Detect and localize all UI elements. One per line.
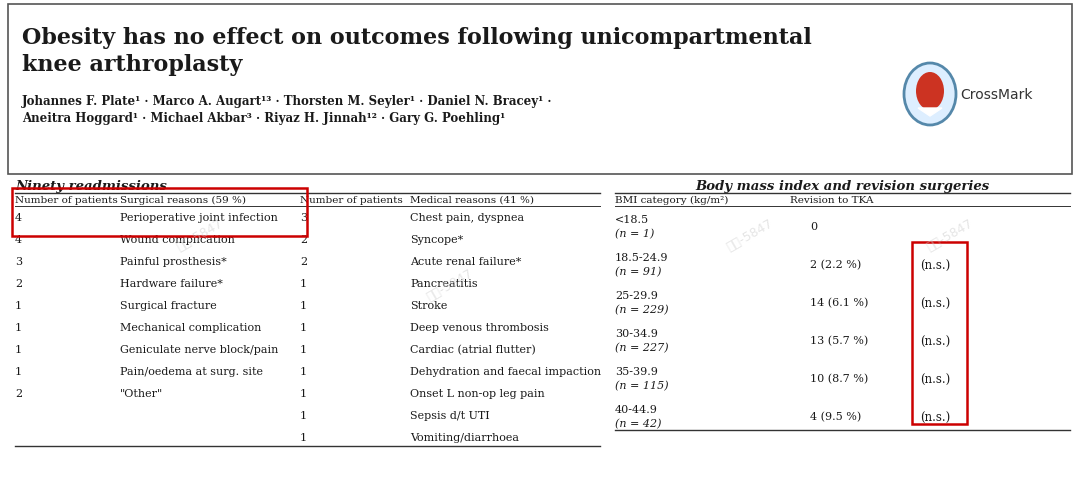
Text: 1: 1: [300, 301, 307, 310]
Text: (n.s.): (n.s.): [920, 411, 950, 424]
Text: <18.5: <18.5: [615, 214, 649, 225]
Text: 周航-5847: 周航-5847: [924, 216, 975, 253]
Text: 1: 1: [300, 344, 307, 354]
Text: 2: 2: [15, 278, 22, 288]
Text: 周航-5847: 周航-5847: [175, 216, 226, 253]
Text: Dehydration and faecal impaction: Dehydration and faecal impaction: [410, 366, 602, 376]
Text: Acute renal failure*: Acute renal failure*: [410, 257, 522, 267]
Text: 4: 4: [15, 235, 22, 244]
Text: (n.s.): (n.s.): [920, 297, 950, 310]
Text: (n.s.): (n.s.): [920, 259, 950, 272]
Text: 10 (8.7 %): 10 (8.7 %): [810, 373, 868, 383]
Text: 13 (5.7 %): 13 (5.7 %): [810, 335, 868, 346]
Text: Number of patients: Number of patients: [15, 196, 118, 205]
Text: 2: 2: [300, 235, 307, 244]
Text: Painful prosthesis*: Painful prosthesis*: [120, 257, 227, 267]
Bar: [912, 242, 967, 424]
Bar: [8, 5, 1072, 175]
Text: Syncope*: Syncope*: [410, 235, 463, 244]
Text: Deep venous thrombosis: Deep venous thrombosis: [410, 322, 549, 333]
Text: (n.s.): (n.s.): [920, 373, 950, 386]
Ellipse shape: [916, 73, 944, 111]
Text: (n = 91): (n = 91): [615, 267, 661, 277]
Text: (n = 42): (n = 42): [615, 418, 661, 428]
Text: 周航-5847: 周航-5847: [424, 266, 475, 303]
Text: (n = 227): (n = 227): [615, 342, 669, 352]
Text: Revision to TKA: Revision to TKA: [789, 196, 874, 205]
Text: CrossMark: CrossMark: [960, 88, 1032, 102]
Ellipse shape: [904, 64, 956, 126]
Text: 1: 1: [300, 322, 307, 333]
Text: 1: 1: [300, 410, 307, 420]
Text: 2: 2: [300, 257, 307, 267]
Text: Number of patients: Number of patients: [300, 196, 403, 205]
Text: Pain/oedema at surg. site: Pain/oedema at surg. site: [120, 366, 264, 376]
Text: BMI category (kg/m²): BMI category (kg/m²): [615, 196, 728, 205]
Text: 1: 1: [15, 322, 22, 333]
Text: Hardware failure*: Hardware failure*: [120, 278, 222, 288]
Bar: [12, 189, 307, 237]
Text: "Other": "Other": [120, 388, 163, 398]
Text: Pancreatitis: Pancreatitis: [410, 278, 477, 288]
Text: Stroke: Stroke: [410, 301, 447, 310]
Text: Geniculate nerve block/pain: Geniculate nerve block/pain: [120, 344, 279, 354]
Text: Johannes F. Plate¹ · Marco A. Augart¹³ · Thorsten M. Seyler¹ · Daniel N. Bracey¹: Johannes F. Plate¹ · Marco A. Augart¹³ ·…: [22, 95, 553, 108]
Text: 30-34.9: 30-34.9: [615, 328, 658, 338]
Text: 2: 2: [15, 388, 22, 398]
Text: 0: 0: [810, 222, 818, 231]
Text: 14 (6.1 %): 14 (6.1 %): [810, 297, 868, 308]
Text: 35-39.9: 35-39.9: [615, 366, 658, 376]
Text: Mechanical complication: Mechanical complication: [120, 322, 261, 333]
Text: 3: 3: [300, 212, 307, 223]
Text: 1: 1: [15, 366, 22, 376]
Text: 2 (2.2 %): 2 (2.2 %): [810, 259, 861, 270]
Text: 1: 1: [15, 344, 22, 354]
Text: (n = 115): (n = 115): [615, 380, 669, 391]
Text: 1: 1: [300, 432, 307, 442]
Text: Body mass index and revision surgeries: Body mass index and revision surgeries: [696, 180, 989, 193]
Text: 25-29.9: 25-29.9: [615, 290, 658, 301]
Text: Surgical reasons (59 %): Surgical reasons (59 %): [120, 196, 246, 205]
Text: Perioperative joint infection: Perioperative joint infection: [120, 212, 278, 223]
Text: 1: 1: [300, 388, 307, 398]
Text: 1: 1: [300, 278, 307, 288]
Text: Wound complication: Wound complication: [120, 235, 234, 244]
Text: Aneitra Hoggard¹ · Michael Akbar³ · Riyaz H. Jinnah¹² · Gary G. Poehling¹: Aneitra Hoggard¹ · Michael Akbar³ · Riya…: [22, 112, 505, 125]
Text: 18.5-24.9: 18.5-24.9: [615, 253, 669, 262]
Text: Medical reasons (41 %): Medical reasons (41 %): [410, 196, 534, 205]
Text: 40-44.9: 40-44.9: [615, 404, 658, 414]
Text: (n.s.): (n.s.): [920, 335, 950, 348]
Text: Sepsis d/t UTI: Sepsis d/t UTI: [410, 410, 489, 420]
Text: (n = 229): (n = 229): [615, 304, 669, 315]
Text: Surgical fracture: Surgical fracture: [120, 301, 217, 310]
Text: (n = 1): (n = 1): [615, 228, 654, 239]
Text: Ninety readmissions: Ninety readmissions: [15, 180, 167, 193]
Text: 1: 1: [15, 301, 22, 310]
Text: 1: 1: [300, 366, 307, 376]
Text: Chest pain, dyspnea: Chest pain, dyspnea: [410, 212, 524, 223]
Text: Onset L non-op leg pain: Onset L non-op leg pain: [410, 388, 544, 398]
Text: 4: 4: [15, 212, 22, 223]
Text: 4 (9.5 %): 4 (9.5 %): [810, 411, 861, 422]
Text: Obesity has no effect on outcomes following unicompartmental
knee arthroplasty: Obesity has no effect on outcomes follow…: [22, 27, 812, 76]
Text: 周航-5847: 周航-5847: [725, 216, 775, 253]
Polygon shape: [918, 109, 942, 117]
Text: Cardiac (atrial flutter): Cardiac (atrial flutter): [410, 344, 536, 355]
Text: Vomiting/diarrhoea: Vomiting/diarrhoea: [410, 432, 519, 442]
Text: 3: 3: [15, 257, 22, 267]
